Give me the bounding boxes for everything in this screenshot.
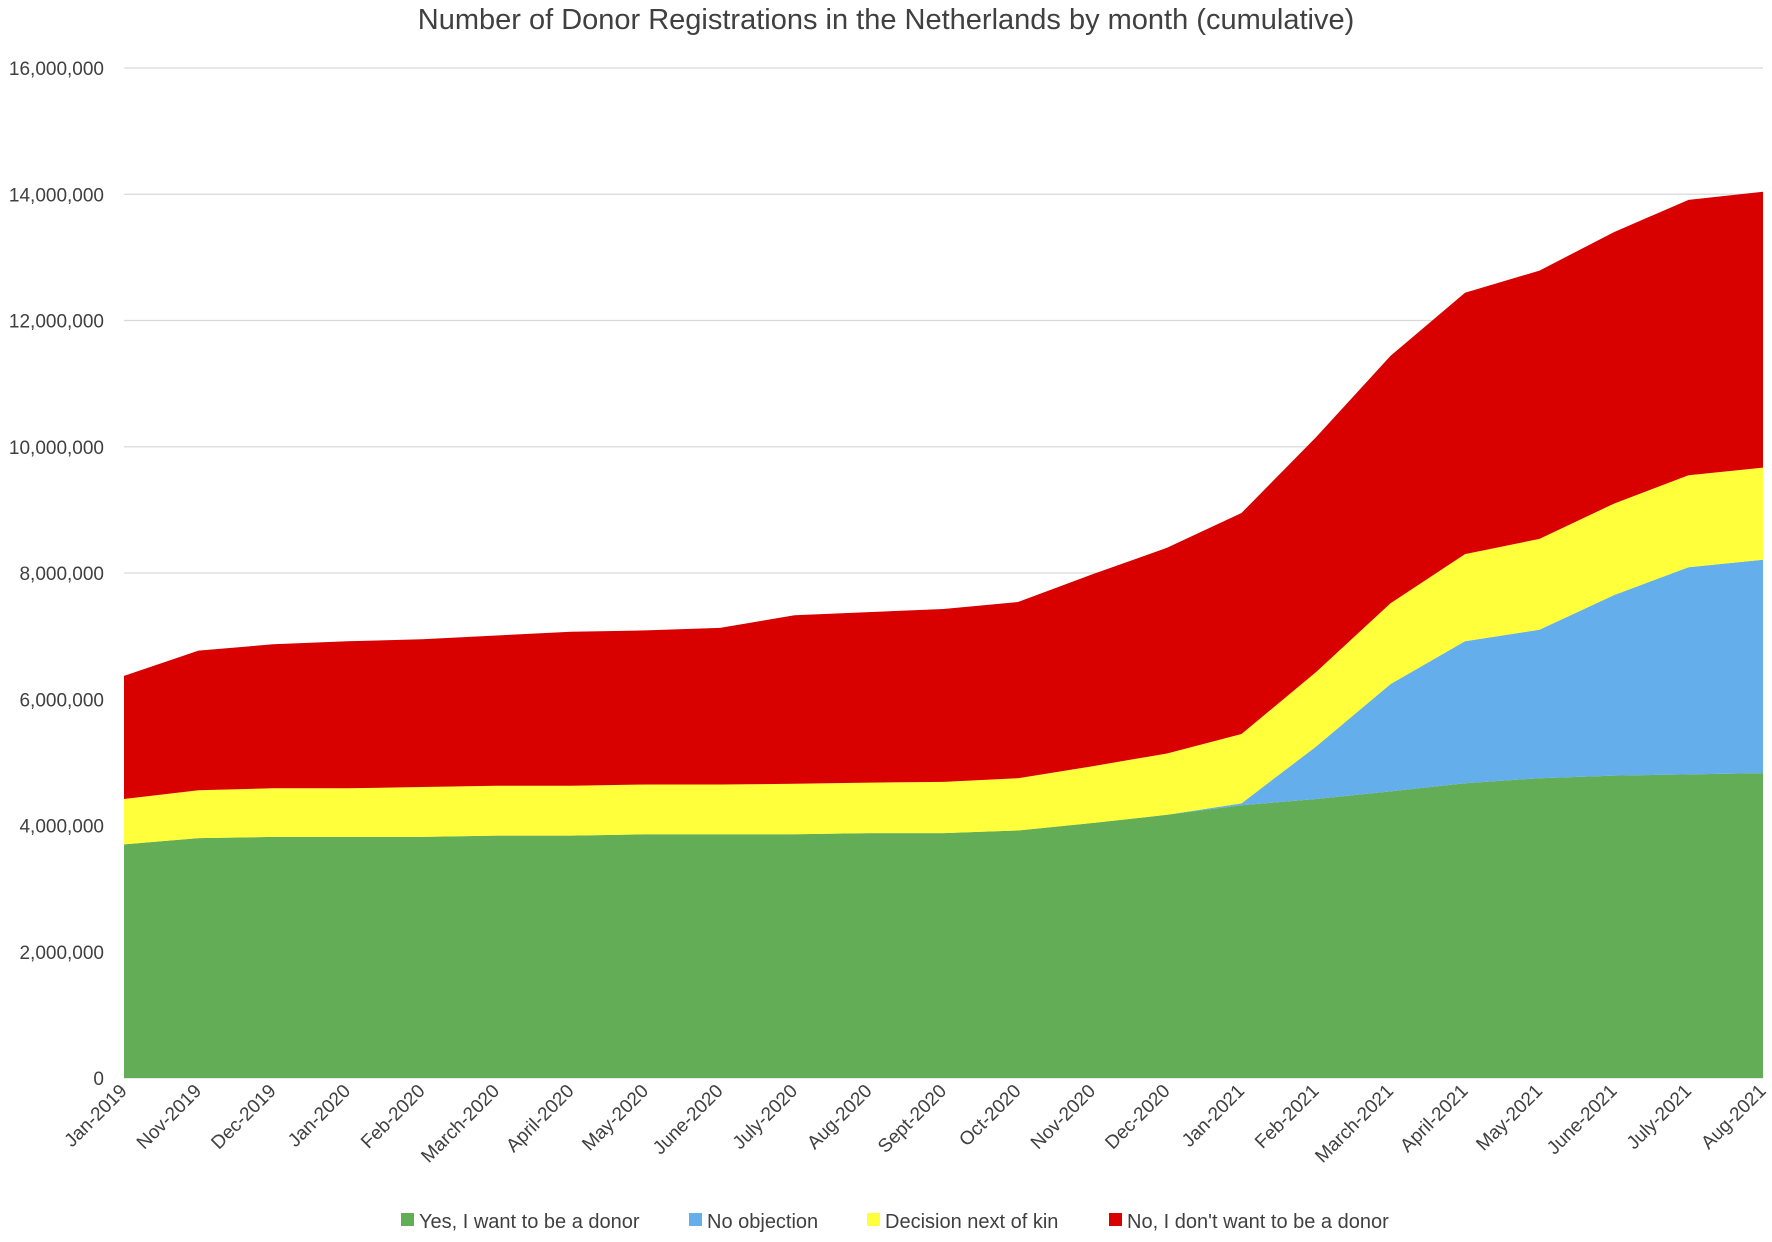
x-tick-label: Dec-2019 — [207, 1081, 280, 1154]
x-tick-label: Sept-2020 — [874, 1081, 951, 1158]
area-yes-i-want-to-be-a-donor — [124, 773, 1763, 1078]
x-tick-label: March-2020 — [417, 1081, 504, 1168]
y-tick-label: 0 — [93, 1069, 104, 1090]
legend-label: No, I don't want to be a donor — [1127, 1211, 1389, 1233]
x-tick-label: Aug-2020 — [803, 1081, 876, 1154]
legend-swatch — [1109, 1213, 1122, 1226]
y-axis-tick-labels: 0 2,000,000 4,000,000 6,000,000 8,000,000 10,… — [9, 59, 104, 1090]
legend-swatch — [867, 1213, 880, 1226]
legend-swatch — [689, 1213, 702, 1226]
x-tick-label: Jan-2019 — [61, 1081, 132, 1152]
x-tick-label: May-2021 — [1472, 1081, 1547, 1156]
y-tick-label: 14,000,000 — [9, 185, 104, 206]
x-tick-label: July-2020 — [729, 1081, 802, 1154]
y-tick-label: 10,000,000 — [9, 438, 104, 459]
area-series — [124, 191, 1763, 1078]
x-axis-tick-labels: Jan-2019 Nov-2019 Dec-2019 Jan-2020 Feb-2020… — [61, 1081, 1771, 1168]
y-tick-label: 8,000,000 — [19, 564, 104, 585]
y-tick-label: 2,000,000 — [19, 943, 104, 964]
x-tick-label: June-2021 — [1543, 1081, 1621, 1159]
x-tick-label: Dec-2020 — [1101, 1081, 1174, 1154]
chart-title: Number of Donor Registrations in the Net… — [417, 4, 1355, 36]
y-tick-label: 4,000,000 — [19, 817, 104, 838]
x-tick-label: Jan-2020 — [284, 1081, 355, 1152]
y-tick-label: 6,000,000 — [19, 690, 104, 711]
x-tick-label: Nov-2019 — [133, 1081, 206, 1154]
legend-label: Yes, I want to be a donor — [419, 1211, 640, 1233]
x-tick-label: June-2020 — [649, 1081, 727, 1159]
legend-label: No objection — [707, 1211, 818, 1233]
x-tick-label: Aug-2021 — [1697, 1081, 1770, 1154]
legend-swatch — [401, 1213, 414, 1226]
x-tick-label: Feb-2021 — [1251, 1081, 1323, 1153]
x-tick-label: Oct-2020 — [955, 1081, 1025, 1151]
legend-label: Decision next of kin — [885, 1211, 1058, 1233]
x-tick-label: Feb-2020 — [357, 1081, 429, 1153]
x-tick-label: April-2020 — [502, 1081, 578, 1157]
area-no-objection — [124, 559, 1763, 845]
x-tick-label: April-2021 — [1396, 1081, 1472, 1157]
y-tick-label: 16,000,000 — [9, 59, 104, 80]
x-tick-label: July-2021 — [1623, 1081, 1696, 1154]
y-tick-label: 12,000,000 — [9, 312, 104, 333]
area-no-i-don-t-want-to-be-a-donor — [124, 191, 1763, 799]
legend: Yes, I want to be a donor No objection Dec… — [401, 1211, 1389, 1233]
area-decision-next-of-kin — [124, 467, 1763, 845]
x-tick-label: March-2021 — [1311, 1081, 1398, 1168]
x-tick-label: Jan-2021 — [1178, 1081, 1249, 1152]
x-tick-label: May-2020 — [578, 1081, 653, 1156]
x-tick-label: Nov-2020 — [1027, 1081, 1100, 1154]
